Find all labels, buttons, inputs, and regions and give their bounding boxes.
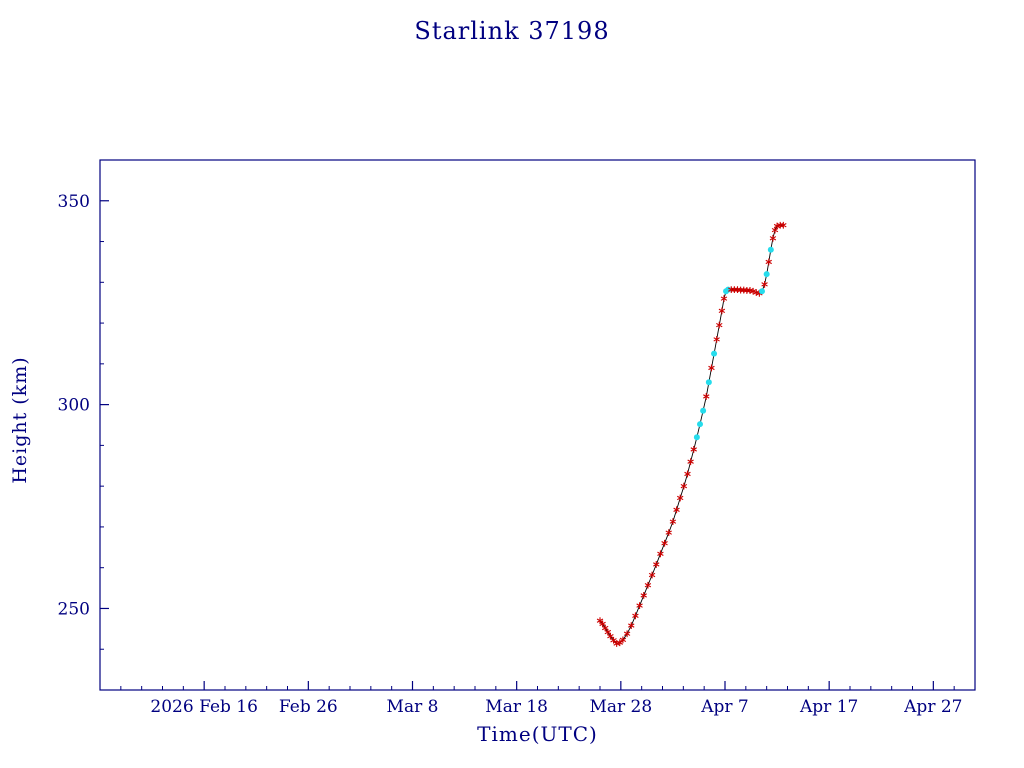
svg-text:350: 350	[58, 192, 90, 212]
svg-text:2026 Feb 16: 2026 Feb 16	[150, 697, 258, 717]
svg-text:Mar 18: Mar 18	[485, 697, 548, 717]
svg-text:Apr 7: Apr 7	[700, 697, 749, 717]
svg-text:Mar 28: Mar 28	[589, 697, 652, 717]
svg-text:Feb 26: Feb 26	[279, 697, 338, 717]
svg-text:Apr 27: Apr 27	[903, 697, 962, 717]
svg-text:Mar 8: Mar 8	[387, 697, 439, 717]
svg-text:Apr 17: Apr 17	[799, 697, 858, 717]
x-axis-label: Time(UTC)	[477, 722, 598, 746]
svg-text:250: 250	[58, 599, 90, 619]
chart-title: Starlink 37198	[414, 17, 610, 45]
svg-text:300: 300	[58, 396, 90, 416]
